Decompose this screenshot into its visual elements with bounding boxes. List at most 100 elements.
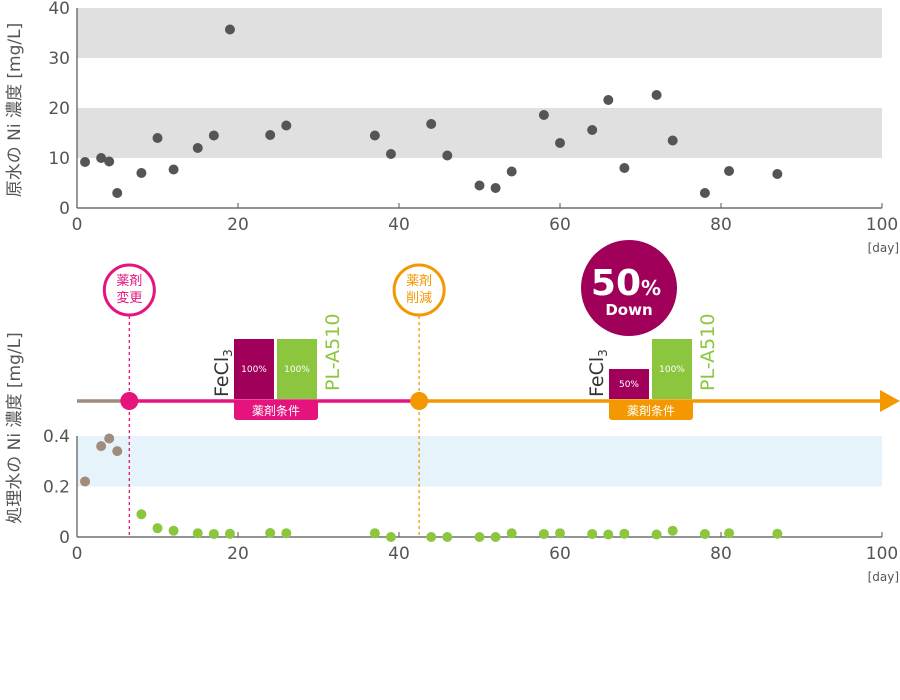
data-point: [772, 169, 783, 179]
data-point: [490, 183, 501, 193]
data-point: [152, 133, 163, 143]
data-point: [80, 476, 91, 487]
data-point: [667, 135, 678, 146]
x-tick-label: 0: [72, 215, 83, 235]
data-point: [538, 528, 549, 539]
data-point: [555, 138, 565, 148]
data-point: [385, 149, 396, 159]
data-point: [555, 528, 565, 539]
fecl3-label-subscript: 3: [596, 349, 610, 357]
x-tick-label: 40: [388, 544, 410, 564]
x-tick-label: 100: [866, 544, 898, 564]
fecl3-label-main: FeCl: [586, 357, 608, 397]
pla510-label: PL-A510: [697, 314, 719, 391]
fecl3-label: FeCl3: [586, 349, 610, 397]
data-point: [603, 529, 614, 540]
data-point: [208, 528, 219, 539]
badge-value-number: 50: [591, 263, 641, 304]
y-tick-label: 30: [48, 49, 70, 69]
data-point: [772, 528, 783, 539]
condition-label-box: [234, 400, 318, 420]
event-callout-line2: 削減: [406, 290, 432, 306]
x-tick-label: 0: [72, 544, 83, 564]
event-marker: [120, 392, 139, 410]
data-point: [152, 523, 163, 534]
data-point: [96, 441, 107, 452]
chemical-condition-2: 50% 100% 薬剤条件 FeCl3 PL-A510: [586, 314, 719, 420]
y-tick-label: 40: [48, 0, 70, 19]
data-point: [619, 528, 630, 539]
data-point: [724, 166, 735, 176]
data-point: [80, 157, 91, 167]
data-point: [506, 166, 517, 177]
x-tick-label: 60: [549, 215, 571, 235]
fecl3-label-subscript: 3: [221, 349, 235, 357]
badge-text: Down: [605, 301, 652, 319]
data-point: [265, 130, 276, 140]
event-callout-circle: [102, 263, 156, 317]
data-point: [506, 528, 517, 539]
pla510-bar: [277, 339, 317, 399]
fecl3-bar: [609, 369, 649, 399]
reference-band-2: [77, 8, 882, 58]
data-point: [192, 143, 203, 153]
x-axis-unit: [day]: [868, 570, 899, 584]
fecl3-label-main: FeCl: [211, 357, 233, 397]
data-point: [168, 525, 179, 536]
data-point: [426, 119, 437, 129]
y-tick-label: 0.4: [43, 427, 70, 447]
data-point: [667, 525, 678, 536]
data-point: [474, 180, 485, 191]
chemical-condition-1: 100% 100% 薬剤条件 FeCl3 PL-A510: [211, 314, 344, 420]
x-tick-label: 80: [710, 215, 732, 235]
data-point: [587, 125, 598, 135]
data-point: [136, 168, 147, 178]
condition-label-box: [609, 400, 693, 420]
pla510-percent: 100%: [284, 365, 310, 375]
data-point: [490, 532, 501, 542]
pla510-bar: [652, 339, 692, 399]
data-point: [112, 446, 123, 457]
data-point: [96, 153, 107, 163]
y-tick-label: 0: [59, 199, 70, 219]
x-tick-label: 40: [388, 215, 410, 235]
pla510-percent: 100%: [659, 365, 685, 375]
y-tick-label: 0.2: [43, 478, 70, 498]
data-point: [136, 509, 147, 520]
data-point: [224, 528, 235, 539]
y-tick-label: 0: [59, 528, 70, 548]
chart-panel-2: 0 20 40 60 80 100 [day] 0 0.2 0.4 処理水の Ni 濃度 [mg/L…: [5, 332, 899, 584]
data-point: [112, 188, 123, 198]
event-marker: [410, 392, 429, 410]
y-axis-label: 原水の Ni 濃度 [mg/L]: [5, 23, 25, 197]
pla510-label: PL-A510: [322, 314, 344, 391]
fecl3-bar: [234, 339, 274, 399]
y-axis-label: 処理水の Ni 濃度 [mg/L]: [5, 332, 25, 523]
data-point: [619, 163, 630, 173]
data-point: [104, 433, 115, 444]
event-callout-circle: [392, 263, 446, 317]
reference-band-1: [77, 436, 882, 487]
badge-value-unit: %: [641, 276, 661, 300]
x-tick-label: 100: [866, 215, 898, 235]
fecl3-percent: 50%: [619, 380, 639, 390]
data-point: [442, 150, 453, 161]
data-point: [426, 532, 437, 542]
badge-circle: [581, 240, 677, 336]
event-callout-line1: 薬剤: [116, 273, 142, 289]
data-point: [474, 532, 485, 542]
data-point: [281, 120, 292, 131]
data-point: [208, 130, 219, 141]
reduction-badge: 50%Down: [581, 240, 677, 336]
chart-panel-1: 0 20 40 60 80 100 [day] 0 10 20 30 40 原水の Ni 濃度 [mg/…: [5, 0, 899, 255]
data-point: [651, 529, 662, 540]
data-point: [603, 95, 614, 105]
timeline-arrow-head: [880, 390, 900, 412]
data-point: [538, 110, 549, 120]
x-tick-label: 60: [549, 544, 571, 564]
data-point: [442, 532, 453, 542]
data-point: [699, 188, 710, 198]
data-point: [385, 532, 396, 542]
